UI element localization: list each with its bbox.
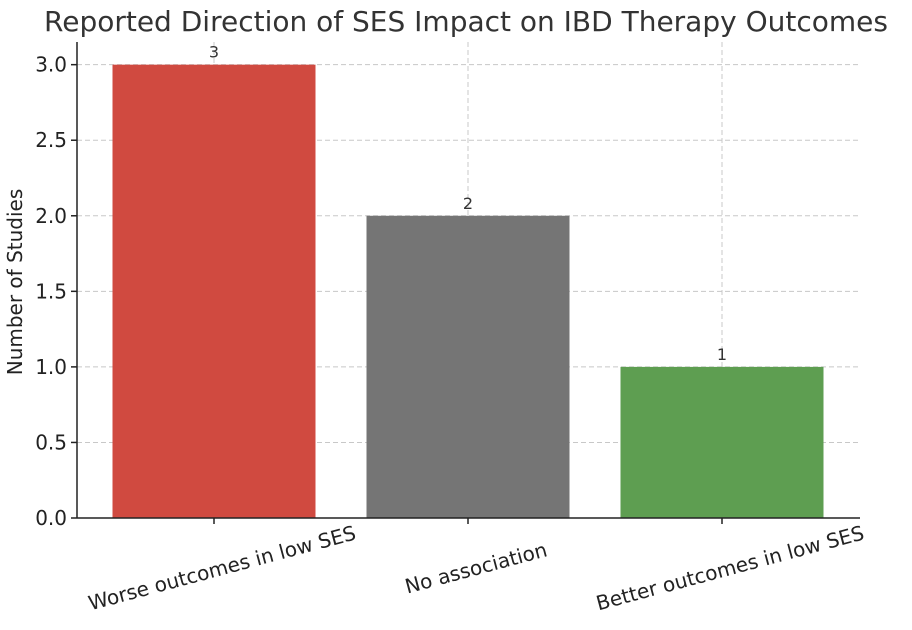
- y-tick-label: 1.5: [35, 279, 67, 303]
- y-tick-label: 0.5: [35, 430, 67, 454]
- x-tick-label: Better outcomes in low SES: [593, 521, 866, 616]
- y-tick-label: 3.0: [35, 53, 67, 77]
- x-tick-label: No association: [402, 537, 549, 598]
- y-axis-label: Number of Studies: [3, 189, 27, 376]
- bar: [366, 215, 570, 518]
- y-tick-label: 2.5: [35, 128, 67, 152]
- bar: [112, 64, 316, 519]
- y-tick-label: 0.0: [35, 506, 67, 530]
- bar-value-label: 3: [209, 43, 219, 62]
- y-tick-label: 1.0: [35, 355, 67, 379]
- bar-layer: [112, 64, 824, 519]
- bar-value-label: 1: [717, 345, 727, 364]
- x-tick-label: Worse outcomes in low SES: [86, 521, 359, 616]
- axis-layer: [71, 42, 860, 524]
- bar: [620, 366, 824, 518]
- bar-value-label: 2: [463, 194, 473, 213]
- chart-title: Reported Direction of SES Impact on IBD …: [44, 5, 888, 38]
- y-tick-label: 2.0: [35, 204, 67, 228]
